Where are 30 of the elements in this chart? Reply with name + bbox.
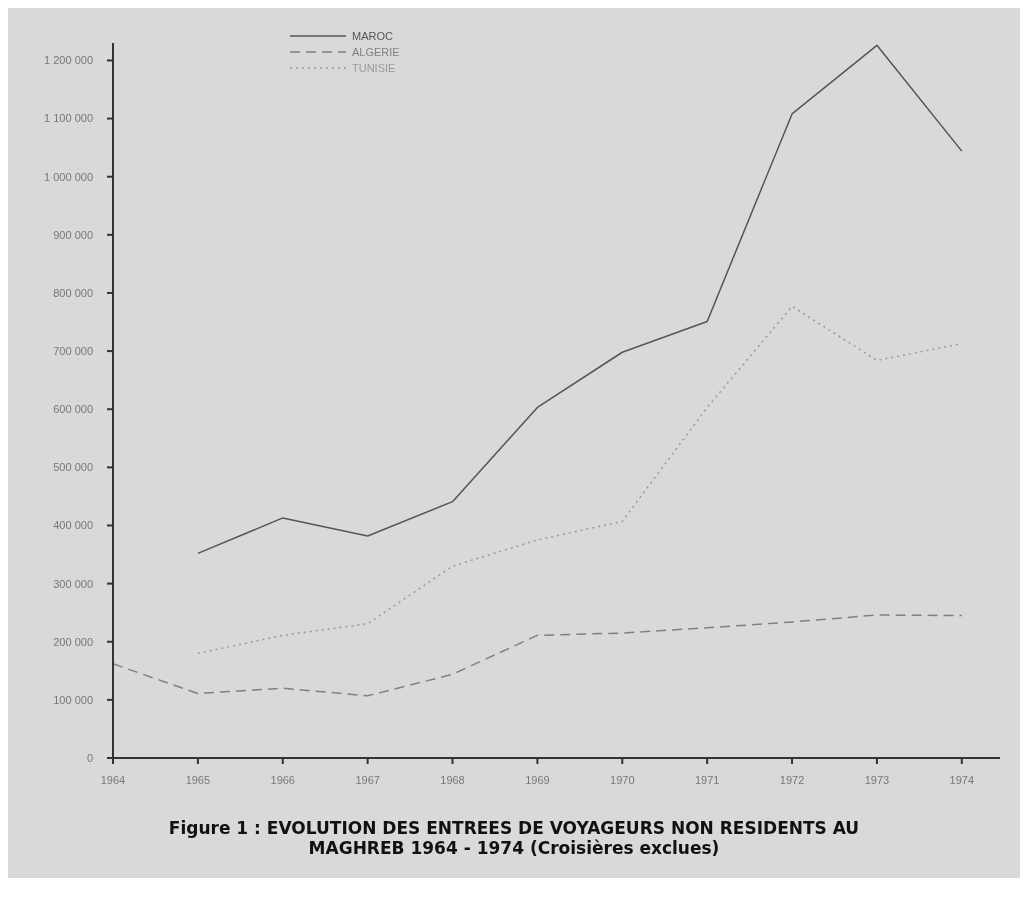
x-tick-label: 1972: [779, 773, 805, 786]
y-tick-label: 1 000 000: [44, 170, 93, 183]
x-tick-label: 1967: [355, 773, 380, 786]
y-tick-label: 400 000: [53, 519, 93, 532]
y-tick-label: 700 000: [53, 344, 93, 357]
text: MAROC: [352, 30, 393, 42]
y-tick-label: 1 200 000: [44, 54, 93, 67]
text: TUNISIE: [352, 62, 396, 74]
y-tick-label: 900 000: [53, 228, 93, 241]
x-tick-label: 1968: [440, 773, 465, 786]
line-series: [113, 614, 963, 697]
text: Figure 1 : EVOLUTION DES ENTREES DE VOYAGEURS NON RESIDENTS AU MAGHREB 1964 - 1974 (Croisières exclues): [167, 818, 861, 858]
y-tick-label: 300 000: [53, 577, 93, 590]
y-tick-label: 800 000: [53, 286, 93, 299]
x-tick-label: 1966: [270, 773, 295, 786]
x-tick-label: 1965: [185, 773, 211, 786]
x-tick-label: 1964: [100, 773, 126, 786]
x-tick-label: 1973: [864, 773, 890, 786]
x-tick-label: 1970: [610, 773, 635, 786]
y-tick-label: 1 100 000: [44, 112, 93, 125]
x-tick-label: 1971: [694, 773, 720, 786]
x-tick-label: 1974: [949, 773, 975, 786]
y-tick-label: 500 000: [53, 461, 93, 474]
x-tick-label: 1969: [525, 773, 550, 786]
y-tick-label: 0: [86, 751, 93, 764]
text: ALGERIE: [352, 46, 400, 58]
y-tick-label: 200 000: [53, 635, 93, 648]
y-tick-label: 600 000: [53, 403, 93, 416]
line-series: [197, 44, 963, 555]
y-tick-label: 100 000: [53, 693, 93, 706]
